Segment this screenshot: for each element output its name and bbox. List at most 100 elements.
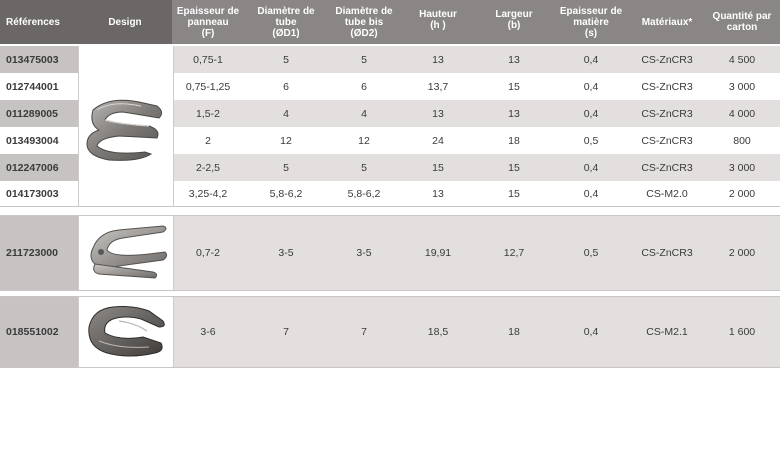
header-height-line1: Hauteur [419,9,457,20]
header-qty-line2: carton [726,22,758,33]
panel-cell: 0,75-1,25 [185,80,231,93]
tube-cell: 5 [283,53,289,66]
header-thickness-line2: matière [573,16,609,28]
header-panel-line3: (F) [201,27,215,39]
qty-cell: 2 000 [728,187,756,200]
table-header: Références Design Epaisseur de panneau (… [0,0,780,44]
height-cell: 24 [432,134,444,147]
tube-cell: 5,8-6,2 [269,187,303,200]
qty-cell: 2 000 [728,247,756,259]
panel-cell: 2 [205,134,211,147]
header-references: Références [0,0,78,44]
header-height-line2: (h ) [430,20,446,31]
tube-bis-cell: 6 [361,80,367,93]
width-cell: 18 [508,134,520,147]
tube-cell: 6 [283,80,289,93]
header-quantity: Quantité par carton [704,0,780,44]
reference-cell: 011289005 [0,100,78,127]
double-clip-icon [88,306,165,357]
tube-cell: 5 [283,161,289,174]
qty-cell: 3 000 [728,80,756,93]
thickness-cell: 0,4 [583,107,599,120]
material-cell: CS-ZnCR3 [641,80,693,93]
thickness-cell: 0,5 [583,134,599,147]
tube-bis-cell: 7 [361,326,367,338]
width-cell: 13 [508,53,520,66]
header-tube-bis-line1: Diamètre de [335,5,393,17]
qty-cell: 3 000 [728,161,756,174]
header-qty-line1: Quantité par [712,11,772,22]
reference-cell: 211723000 [0,216,78,290]
design-image-clip-1 [78,46,174,206]
height-cell: 13 [432,53,444,66]
height-cell: 13 [432,187,444,200]
header-thickness-line1: Epaisseur de [559,5,623,17]
header-tube-line3: (ØD1) [272,27,300,39]
reference-cell: 018551002 [0,297,78,367]
header-width: Largeur (b) [476,0,552,44]
tube-cell: 3-5 [278,247,294,259]
header-divider [0,44,780,46]
header-materials: Matériaux* [641,16,693,28]
header-tube-line2: tube [275,16,297,28]
width-cell: 15 [508,161,520,174]
material-cell: CS-ZnCR3 [641,247,693,259]
header-width-line2: (b) [507,20,521,31]
header-design: Design [78,0,172,44]
reference-cell: 014173003 [0,181,78,206]
width-cell: 15 [508,80,520,93]
thickness-cell: 0,5 [583,247,599,259]
header-tube-bis-line3: (ØD2) [350,27,378,39]
group-divider [0,206,780,216]
tube-bis-cell: 3-5 [356,247,372,259]
header-tube-diameter: Diamètre de tube (ØD1) [244,0,328,44]
tube-bis-cell: 12 [358,134,370,147]
panel-cell: 3,25-4,2 [188,187,228,200]
qty-cell: 800 [733,134,751,147]
spring-clip-icon [86,99,163,161]
thickness-cell: 0,4 [583,187,599,200]
reference-cell: 013475003 [0,46,78,73]
reference-cell: 012247006 [0,154,78,181]
tube-bis-cell: 4 [361,107,367,120]
hose-clip-icon [90,225,168,279]
design-image-clip-2 [78,216,174,290]
tube-bis-cell: 5 [361,161,367,174]
material-cell: CS-ZnCR3 [641,107,693,120]
tube-cell: 4 [283,107,289,120]
material-cell: CS-ZnCR3 [641,134,693,147]
tube-bis-cell: 5 [361,53,367,66]
material-cell: CS-ZnCR3 [641,53,693,66]
qty-cell: 1 600 [728,326,756,338]
height-cell: 13,7 [427,80,449,93]
material-cell: CS-M2.1 [646,326,688,338]
header-tube-line1: Diamètre de [257,5,315,17]
height-cell: 15 [432,161,444,174]
thickness-cell: 0,4 [583,326,599,338]
height-cell: 13 [432,107,444,120]
reference-cell: 012744001 [0,73,78,100]
header-material-thickness: Epaisseur de matière (s) [552,0,630,44]
width-cell: 15 [508,187,520,200]
design-image-clip-3 [78,297,174,367]
qty-cell: 4 500 [728,53,756,66]
material-cell: CS-M2.0 [646,187,688,200]
tube-cell: 12 [280,134,292,147]
group-divider [0,290,780,297]
tube-cell: 7 [283,326,289,338]
header-height: Hauteur (h ) [400,0,476,44]
header-panel-line2: panneau [187,16,229,28]
panel-cell: 1,5-2 [196,107,220,120]
panel-cell: 0,7-2 [196,247,220,259]
thickness-cell: 0,4 [583,80,599,93]
width-cell: 18 [508,326,520,338]
header-width-line1: Largeur [495,9,533,20]
header-thickness-line3: (s) [584,27,598,39]
panel-cell: 3-6 [200,326,216,338]
material-cell: CS-ZnCR3 [641,161,693,174]
panel-cell: 0,75-1 [193,53,223,66]
width-cell: 12,7 [503,247,525,259]
width-cell: 13 [508,107,520,120]
header-tube-bis-diameter: Diamètre de tube bis (ØD2) [328,0,400,44]
row-divider [0,367,780,368]
